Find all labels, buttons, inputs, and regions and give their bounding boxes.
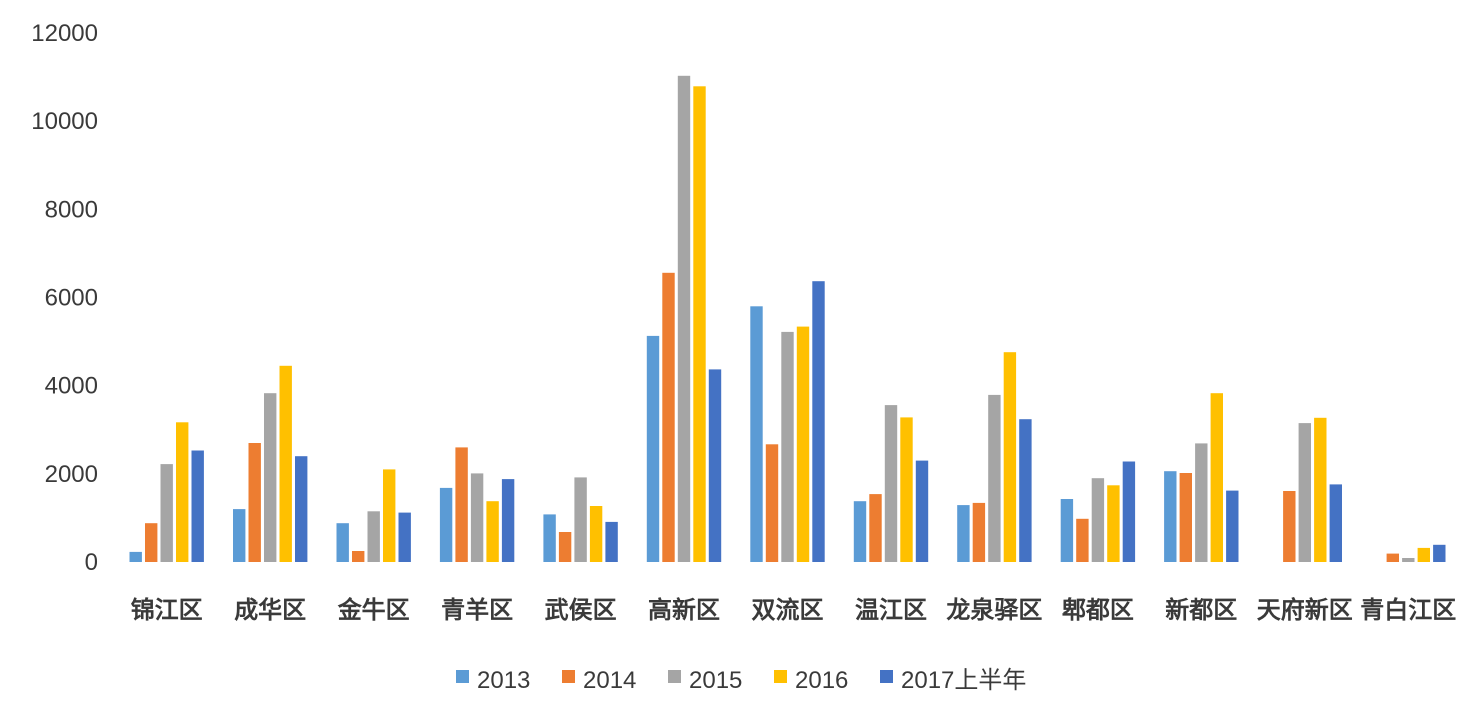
bar bbox=[129, 551, 142, 562]
bar bbox=[145, 523, 158, 562]
bar bbox=[352, 551, 365, 562]
bar bbox=[988, 394, 1001, 562]
legend-label: 2015 bbox=[689, 667, 742, 694]
bar bbox=[677, 75, 691, 563]
bars bbox=[129, 75, 1446, 563]
bar bbox=[264, 393, 277, 562]
bar bbox=[1091, 478, 1105, 562]
legend-label: 2017上半年 bbox=[901, 667, 1026, 694]
y-tick-label: 10000 bbox=[31, 108, 98, 135]
bar bbox=[884, 405, 898, 562]
legend-label: 2014 bbox=[583, 667, 636, 694]
bar bbox=[191, 450, 204, 562]
bar bbox=[900, 417, 913, 562]
bar bbox=[589, 506, 603, 562]
x-axis-ticks: 锦江区 成华区 金牛区 青羊区 武侯区 高新区 双流区 温江区 龙泉驿区 郫都区 新都区 天府新区 青白… bbox=[131, 596, 1457, 624]
bar bbox=[915, 460, 929, 562]
x-tick-label: 武侯区 bbox=[545, 596, 617, 624]
bar bbox=[646, 335, 660, 562]
bar bbox=[543, 514, 556, 562]
x-tick-label: 温江区 bbox=[855, 596, 927, 624]
bar bbox=[693, 86, 706, 563]
bar bbox=[1019, 419, 1032, 562]
x-tick-label: 双流区 bbox=[752, 596, 824, 624]
legend-swatch bbox=[668, 670, 681, 683]
x-tick-label: 锦江区 bbox=[131, 596, 203, 624]
bar bbox=[708, 369, 722, 562]
x-tick-label: 青羊区 bbox=[441, 596, 513, 624]
y-tick-label: 6000 bbox=[45, 285, 98, 312]
bar bbox=[1433, 544, 1446, 562]
bar bbox=[765, 444, 779, 562]
bar bbox=[1195, 443, 1208, 562]
bar bbox=[279, 365, 292, 562]
bar bbox=[470, 473, 484, 562]
bar bbox=[336, 523, 349, 562]
bar bbox=[1314, 417, 1327, 562]
legend-swatch bbox=[774, 670, 787, 683]
legend-swatch bbox=[456, 670, 469, 683]
bar bbox=[1122, 461, 1136, 562]
y-tick-label: 12000 bbox=[31, 20, 98, 47]
bar bbox=[1076, 518, 1089, 562]
bar bbox=[367, 511, 380, 562]
y-tick-label: 2000 bbox=[45, 461, 98, 488]
bar bbox=[1386, 553, 1399, 562]
x-tick-label: 郫都区 bbox=[1062, 596, 1134, 624]
bar bbox=[1417, 547, 1430, 562]
y-tick-label: 8000 bbox=[45, 196, 98, 223]
bar bbox=[1298, 423, 1311, 562]
bar bbox=[1003, 352, 1017, 562]
y-tick-label: 0 bbox=[85, 549, 98, 576]
bar bbox=[750, 306, 763, 562]
bar bbox=[1060, 499, 1074, 562]
bar bbox=[455, 447, 468, 562]
bar bbox=[160, 464, 173, 562]
bar bbox=[248, 443, 261, 562]
x-tick-label: 金牛区 bbox=[337, 596, 410, 624]
bar bbox=[605, 521, 618, 562]
bar bbox=[853, 501, 867, 562]
bar bbox=[1329, 484, 1342, 562]
bar bbox=[1283, 491, 1296, 562]
x-tick-label: 新都区 bbox=[1165, 596, 1237, 624]
y-tick-label: 4000 bbox=[45, 373, 98, 400]
legend-swatch bbox=[880, 670, 893, 683]
bar bbox=[295, 456, 308, 562]
legend-label: 2016 bbox=[795, 667, 848, 694]
legend: 2013 2014 2015 2016 2017上半年 bbox=[456, 667, 1026, 694]
bar bbox=[662, 272, 675, 562]
x-tick-label: 青白江区 bbox=[1360, 596, 1456, 624]
x-tick-label: 成华区 bbox=[234, 596, 306, 624]
legend-swatch bbox=[562, 670, 575, 683]
y-axis-ticks: 0 2000 4000 6000 8000 10000 12000 bbox=[31, 20, 98, 576]
bar bbox=[574, 477, 587, 562]
bar bbox=[439, 487, 453, 562]
bar bbox=[233, 509, 246, 562]
bar bbox=[176, 422, 189, 562]
bar bbox=[501, 479, 515, 562]
bar bbox=[1164, 471, 1177, 562]
bar bbox=[558, 532, 572, 562]
bar bbox=[796, 326, 810, 562]
bar bbox=[398, 512, 411, 562]
bar bbox=[1226, 490, 1239, 562]
bar bbox=[1402, 558, 1415, 562]
bar bbox=[812, 281, 825, 562]
bar bbox=[1179, 473, 1192, 562]
x-tick-label: 龙泉驿区 bbox=[946, 596, 1042, 624]
legend-label: 2013 bbox=[477, 667, 530, 694]
x-tick-label: 高新区 bbox=[648, 596, 720, 624]
bar bbox=[972, 502, 986, 562]
bar bbox=[1210, 393, 1223, 562]
bar bbox=[383, 469, 396, 562]
bar bbox=[957, 505, 970, 562]
bar bbox=[486, 501, 499, 562]
bar bbox=[869, 494, 882, 562]
bar bbox=[1107, 485, 1120, 562]
x-tick-label: 天府新区 bbox=[1257, 596, 1353, 624]
bar bbox=[781, 331, 794, 562]
